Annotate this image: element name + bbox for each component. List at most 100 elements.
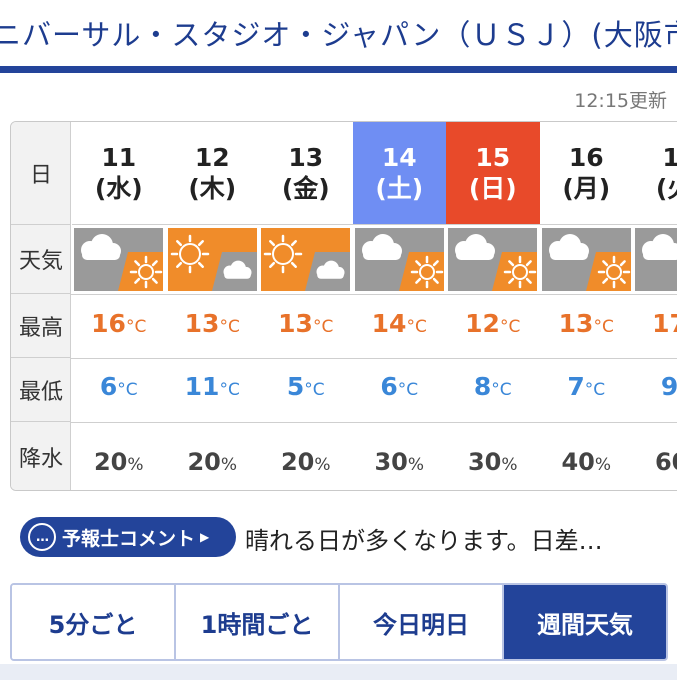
low-temp-value: 11 (184, 372, 220, 401)
percent-unit: % (407, 455, 425, 475)
day-column: 11 (水) 16°C 6°C 20% (72, 122, 166, 490)
day-column: 17 (火) 17°C 9°C 60% (633, 122, 677, 490)
low-temp-value: 6 (380, 372, 398, 401)
forecaster-comment-text[interactable]: 晴れる日が多くなります。日差… (245, 527, 603, 555)
tab-weekly[interactable]: 週間天気 (504, 585, 666, 659)
day-date-cell: 13 (金) (259, 122, 353, 225)
row-divider (71, 294, 677, 295)
day-column: 12 (木) 13°C 11°C 20% (165, 122, 260, 490)
location-title: ニバーサル・スタジオ・ジャパン（ＵＳＪ）(大阪市 (0, 18, 677, 52)
temp-unit: °C (312, 317, 334, 337)
high-temp-value: 12 (465, 309, 500, 338)
day-number: 16 (568, 143, 604, 172)
sunny-then-cloudy-icon (167, 228, 257, 291)
forecaster-comment-button[interactable]: … 予報士コメント ▶ (20, 517, 236, 557)
temp-unit: °C (499, 317, 521, 337)
row-label-rain: 降水 (18, 447, 63, 472)
day-column: 13 (金) 13°C 5°C 20% (259, 122, 353, 490)
percent-unit: % (127, 455, 144, 475)
low-temp: 6°C (72, 372, 166, 401)
tab-today-tomorrow[interactable]: 今日明日 (340, 585, 504, 659)
low-temp-value: 6 (99, 372, 118, 401)
day-number: 15 (475, 143, 511, 172)
temp-unit: °C (397, 380, 419, 400)
high-temp-value: 13 (558, 309, 594, 338)
row-label-high: 最高 (11, 294, 71, 358)
day-column: 15 (日) 12°C 8°C 30% (446, 122, 540, 490)
low-temp-value: 5 (286, 372, 305, 401)
low-temp-value: 9 (660, 372, 677, 401)
cloudy-then-sunny-icon (354, 228, 444, 291)
cloudy-then-sunny-icon (74, 228, 163, 291)
day-date-cell: 15 (日) (446, 122, 540, 225)
percent-unit: % (314, 455, 331, 475)
precipitation-value: 60 (654, 448, 677, 476)
row-label-date: 日 (11, 122, 71, 225)
precipitation: 20% (166, 448, 260, 476)
day-of-week: (月) (562, 174, 611, 203)
temp-unit: °C (125, 317, 147, 337)
weekly-weather-table: 日 天気 最高 最低 降水 11 (水) 16°C 6°C 20% 12 (木) (10, 121, 677, 491)
precipitation: 30% (353, 448, 447, 476)
low-temp: 6°C (353, 372, 447, 401)
high-temp: 17°C (633, 309, 677, 338)
precipitation-value: 20 (93, 448, 128, 476)
high-temp-value: 13 (278, 309, 313, 338)
row-label-column: 日 天気 最高 最低 降水 (11, 122, 71, 490)
precipitation: 60% (633, 448, 677, 476)
temp-unit: °C (593, 317, 614, 337)
high-temp-value: 14 (371, 309, 407, 338)
low-temp: 11°C (166, 372, 260, 401)
day-date-cell: 16 (月) (539, 122, 633, 225)
forecaster-comment-label: 予報士コメント (62, 527, 196, 550)
temp-unit: °C (117, 380, 138, 400)
updated-time: 12:15更新 (574, 90, 667, 112)
low-temp: 7°C (540, 372, 634, 401)
day-number: 13 (288, 143, 324, 172)
day-column: 16 (月) 13°C 7°C 40% (539, 122, 634, 490)
low-temp: 8°C (446, 372, 540, 401)
precipitation: 30% (446, 448, 540, 476)
day-of-week: (木) (188, 174, 237, 203)
bottom-strip (0, 664, 677, 680)
row-divider (71, 422, 677, 423)
sunny-then-cloudy-icon (261, 228, 350, 291)
day-date-cell: 12 (木) (165, 122, 259, 225)
high-temp: 13°C (259, 309, 353, 338)
temp-unit: °C (304, 380, 325, 400)
tab-hourly[interactable]: 1時間ごと (176, 585, 340, 659)
low-temp-value: 8 (473, 372, 492, 401)
day-of-week: (日) (468, 174, 517, 203)
temp-unit: °C (491, 380, 512, 400)
day-date-cell: 14 (土) (352, 122, 446, 225)
precipitation: 20% (72, 448, 166, 476)
high-temp: 12°C (446, 309, 540, 338)
row-label-low: 最低 (11, 358, 71, 422)
high-temp-value: 17 (652, 309, 677, 338)
day-column: 14 (土) 14°C 6°C 30% (352, 122, 447, 490)
temp-unit: °C (219, 317, 240, 337)
precipitation: 40% (540, 448, 634, 476)
day-date-cell: 17 (火) (633, 122, 677, 225)
percent-unit: % (594, 455, 612, 475)
cloudy-then-sunny-icon (448, 228, 537, 291)
day-date-cell: 11 (水) (72, 122, 166, 225)
row-label-weather: 天気 (11, 225, 71, 294)
day-of-week: (水) (94, 174, 143, 203)
tab-5min[interactable]: 5分ごと (12, 585, 176, 659)
forecaster-comment: … 予報士コメント ▶ 晴れる日が多くなります。日差… (20, 517, 677, 559)
day-of-week: (火) (655, 174, 677, 203)
high-temp: 14°C (353, 309, 447, 338)
temp-unit: °C (584, 380, 606, 400)
day-number: 12 (194, 143, 230, 172)
precipitation-value: 20 (280, 448, 315, 476)
day-number: 14 (381, 143, 417, 172)
day-of-week: (金) (281, 174, 330, 203)
high-temp-value: 13 (184, 309, 220, 338)
precipitation-value: 30 (374, 448, 408, 476)
day-of-week: (土) (375, 174, 424, 203)
percent-unit: % (220, 455, 238, 475)
low-temp: 9°C (633, 372, 677, 401)
low-temp-value: 7 (567, 372, 585, 401)
precipitation-value: 20 (187, 448, 221, 476)
